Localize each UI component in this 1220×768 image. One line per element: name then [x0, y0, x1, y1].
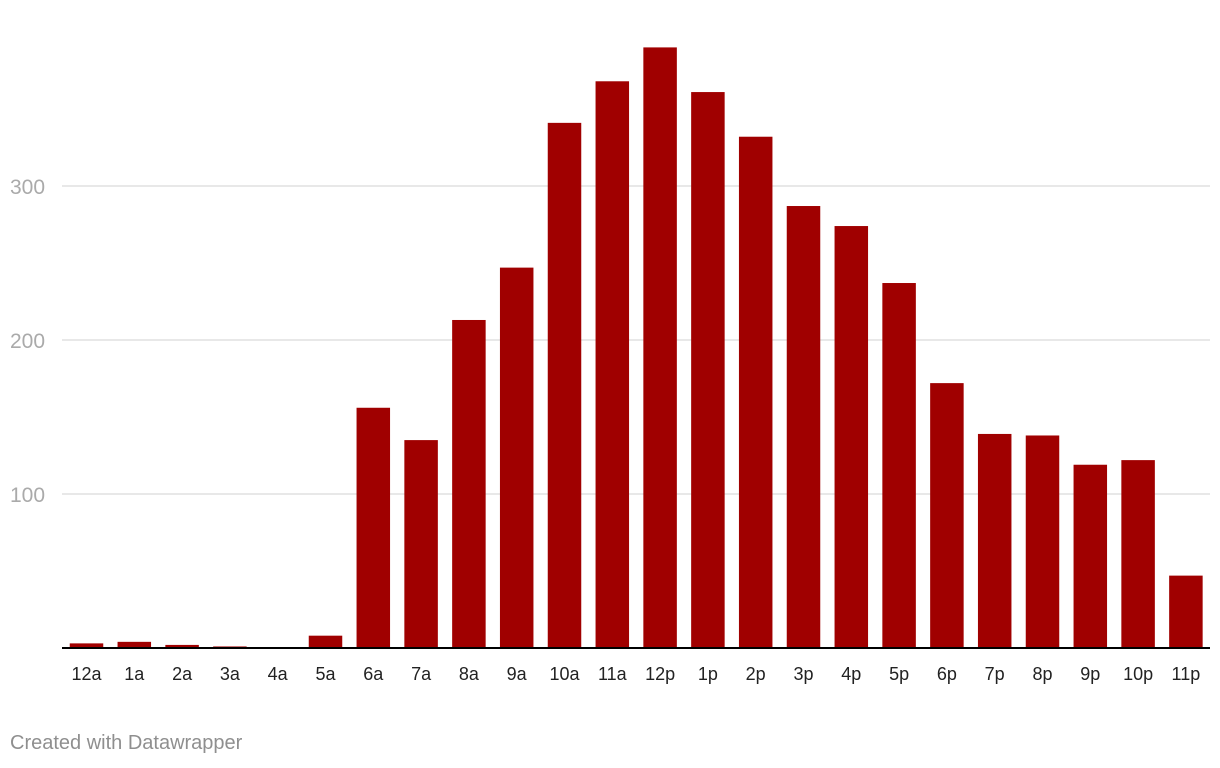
x-tick-label: 4p — [841, 664, 861, 684]
x-tick-label: 1a — [124, 664, 145, 684]
x-tick-label: 5p — [889, 664, 909, 684]
gridlines — [62, 185, 1210, 495]
x-tick-label: 10p — [1123, 664, 1153, 684]
x-tick-label: 9a — [507, 664, 528, 684]
bar-9p — [1073, 464, 1108, 648]
x-tick-label: 11p — [1172, 664, 1201, 684]
x-tick-label: 7a — [411, 664, 432, 684]
bar-8a — [452, 319, 486, 648]
bar-6a — [356, 407, 391, 648]
x-tick-label: 8a — [459, 664, 480, 684]
bar-9a — [499, 267, 534, 648]
x-tick-label: 9p — [1080, 664, 1100, 684]
bar-8p — [1025, 435, 1060, 648]
datawrapper-credit: Created with Datawrapper — [10, 732, 243, 754]
y-tick-label: 100 — [10, 484, 45, 507]
x-tick-label: 12a — [71, 664, 102, 684]
bar-1p — [691, 92, 725, 648]
x-tick-label: 2a — [172, 664, 193, 684]
y-tick-label: 200 — [10, 330, 45, 353]
x-tick-label: 12p — [645, 664, 675, 684]
x-tick-label: 2p — [746, 664, 766, 684]
bar-6p — [930, 383, 964, 648]
y-axis-ticks: 100 200 300 — [10, 176, 45, 507]
x-tick-label: 10a — [549, 664, 580, 684]
x-tick-label: 11a — [598, 664, 628, 684]
bar-5a — [308, 635, 343, 648]
bar-12a — [69, 643, 104, 648]
bar-10a — [547, 122, 582, 649]
bar-2p — [738, 136, 773, 648]
x-tick-label: 3p — [793, 664, 813, 684]
x-tick-label: 1p — [698, 664, 718, 684]
bar-12p — [643, 47, 677, 648]
bar-7a — [404, 440, 438, 648]
y-tick-label: 300 — [10, 176, 45, 199]
bars — [69, 47, 1203, 649]
bar-7p — [977, 433, 1012, 648]
x-axis-ticks: 12a 1a 2a 3a 4a 5a 6a 7a 8a 9a 10a 11a 12p 1p 2p 3p 4p 5p… — [71, 664, 1200, 684]
bar-1a — [117, 641, 152, 648]
bar-chart: 100 200 300 12a 1a 2a 3a 4a 5a 6a 7a 8a 9a 10a 11a 12p… — [10, 47, 1210, 684]
bar-11p — [1169, 575, 1203, 648]
bar-3p — [786, 206, 821, 648]
x-tick-label: 6p — [937, 664, 957, 684]
bar-5p — [882, 283, 916, 648]
bar-11a — [595, 81, 630, 648]
bar-2a — [165, 644, 199, 648]
x-tick-label: 7p — [985, 664, 1005, 684]
x-tick-label: 3a — [220, 664, 241, 684]
x-tick-label: 5a — [315, 664, 336, 684]
x-tick-label: 4a — [268, 664, 289, 684]
x-tick-label: 6a — [363, 664, 384, 684]
x-tick-label: 8p — [1032, 664, 1052, 684]
bar-10p — [1121, 460, 1155, 648]
bar-4p — [834, 226, 869, 649]
